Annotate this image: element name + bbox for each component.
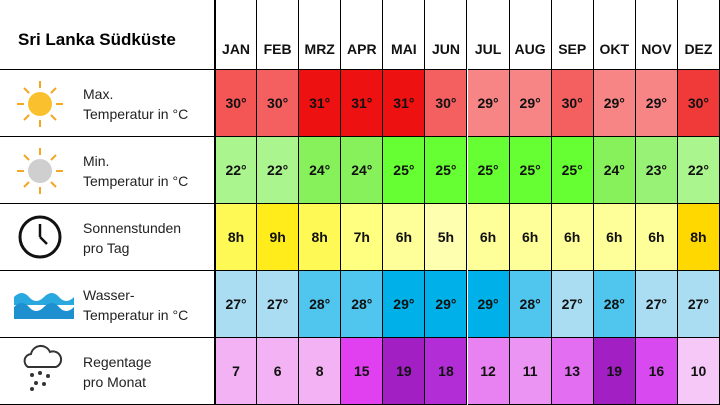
value-cell: 6 <box>257 338 300 405</box>
value-cell: 6h <box>551 204 594 271</box>
value-cell: 22° <box>257 137 300 204</box>
value-cell: 31° <box>383 70 426 137</box>
value-cell: 15 <box>341 338 384 405</box>
value-cell: 27° <box>551 271 594 338</box>
value-cell: 16 <box>635 338 678 405</box>
sun-icon <box>17 81 63 127</box>
month-header: FEB <box>257 0 300 70</box>
water-icon <box>14 293 74 319</box>
value-cell: 6h <box>467 204 510 271</box>
value-cell: 29° <box>635 70 678 137</box>
month-header: JAN <box>215 0 258 70</box>
value-cell: 8h <box>215 204 258 271</box>
row-label: Temperatur in °C <box>83 105 189 122</box>
month-header: JUL <box>467 0 510 70</box>
value-cell: 29° <box>467 271 510 338</box>
value-cell: 19 <box>383 338 426 405</box>
row-label: Temperatur in °C <box>83 306 189 323</box>
row-label: Min. <box>83 152 110 169</box>
value-cell: 22° <box>677 137 720 204</box>
value-cell: 31° <box>341 70 384 137</box>
value-cell: 27° <box>635 271 678 338</box>
value-cell: 8 <box>299 338 342 405</box>
row-label: Temperatur in °C <box>83 172 189 189</box>
value-cell: 29° <box>509 70 552 137</box>
month-header: MAI <box>383 0 426 70</box>
value-cell: 6h <box>383 204 426 271</box>
row-label: Max. <box>83 85 114 102</box>
row-label: Sonnenstunden <box>83 219 182 236</box>
value-cell: 24° <box>593 137 636 204</box>
value-cell: 24° <box>341 137 384 204</box>
row-label: Wasser- <box>83 286 135 303</box>
value-cell: 29° <box>425 271 468 338</box>
value-cell: 18 <box>425 338 468 405</box>
month-header: NOV <box>635 0 678 70</box>
value-cell: 10 <box>677 338 720 405</box>
row-label-cell <box>0 137 215 204</box>
value-cell: 13 <box>551 338 594 405</box>
value-cell: 6h <box>635 204 678 271</box>
value-cell: 25° <box>383 137 426 204</box>
header-corner <box>0 0 215 70</box>
row-label-cell <box>0 70 215 137</box>
value-cell: 9h <box>257 204 300 271</box>
value-cell: 25° <box>509 137 552 204</box>
value-cell: 29° <box>593 70 636 137</box>
value-cell: 30° <box>215 70 258 137</box>
month-header: SEP <box>551 0 594 70</box>
row-label-cell <box>0 204 215 271</box>
value-cell: 8h <box>299 204 342 271</box>
value-cell: 28° <box>341 271 384 338</box>
value-cell: 25° <box>551 137 594 204</box>
value-cell: 30° <box>551 70 594 137</box>
month-header: DEZ <box>677 0 720 70</box>
table-title: Sri Lanka Südküste <box>18 30 176 49</box>
row-label: Regentage <box>83 353 152 370</box>
month-header: JUN <box>425 0 468 70</box>
value-cell: 25° <box>425 137 468 204</box>
value-cell: 23° <box>635 137 678 204</box>
value-cell: 12 <box>467 338 510 405</box>
month-header: AUG <box>509 0 552 70</box>
value-cell: 22° <box>215 137 258 204</box>
month-header: APR <box>341 0 384 70</box>
value-cell: 24° <box>299 137 342 204</box>
value-cell: 30° <box>257 70 300 137</box>
value-cell: 7h <box>341 204 384 271</box>
rain-icon <box>23 344 63 391</box>
month-header: OKT <box>593 0 636 70</box>
value-cell: 30° <box>677 70 720 137</box>
value-cell: 27° <box>257 271 300 338</box>
value-cell: 28° <box>299 271 342 338</box>
value-cell: 29° <box>383 271 426 338</box>
value-cell: 25° <box>467 137 510 204</box>
value-cell: 7 <box>215 338 258 405</box>
row-label: pro Tag <box>83 239 130 256</box>
value-cell: 6h <box>593 204 636 271</box>
row-label: pro Monat <box>83 373 147 390</box>
value-cell: 30° <box>425 70 468 137</box>
sun-grey-icon <box>17 148 63 194</box>
value-cell: 27° <box>215 271 258 338</box>
clock-icon <box>18 215 62 259</box>
value-cell: 5h <box>425 204 468 271</box>
value-cell: 31° <box>299 70 342 137</box>
row-label-cell <box>0 271 215 338</box>
value-cell: 28° <box>509 271 552 338</box>
value-cell: 6h <box>509 204 552 271</box>
value-cell: 29° <box>467 70 510 137</box>
month-header: MRZ <box>299 0 342 70</box>
value-cell: 8h <box>677 204 720 271</box>
value-cell: 11 <box>509 338 552 405</box>
value-cell: 19 <box>593 338 636 405</box>
value-cell: 27° <box>677 271 720 338</box>
value-cell: 28° <box>593 271 636 338</box>
